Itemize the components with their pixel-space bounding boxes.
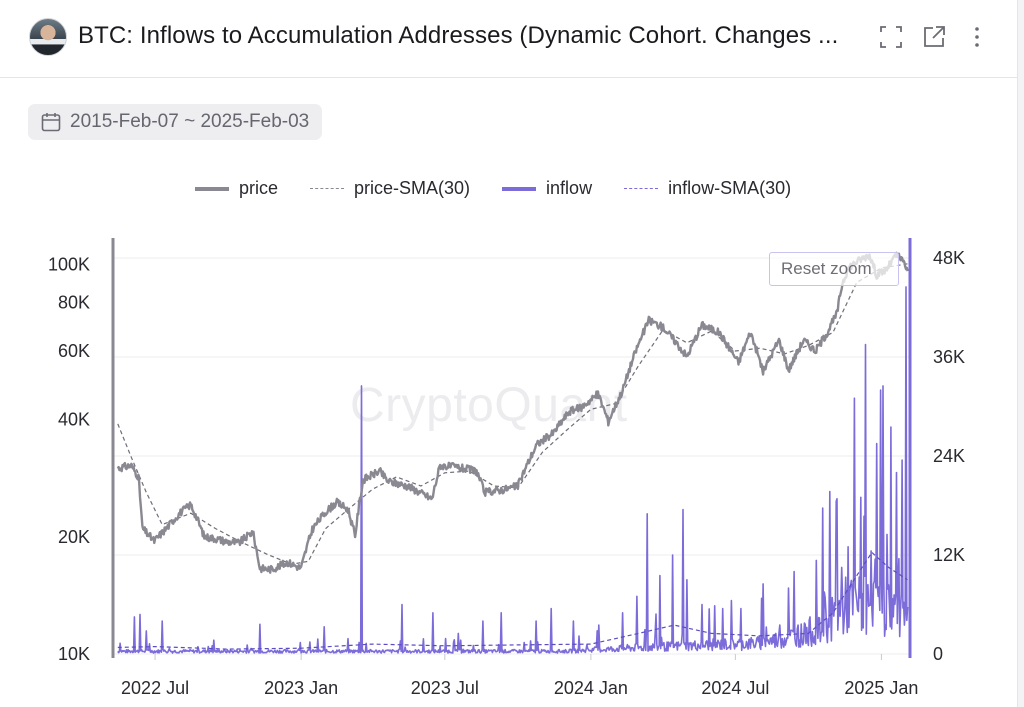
chart-canvas[interactable]: 10K 20K 40K 60K 80K 100K 0 12K 24K 36K 48K 2022 Jul…: [0, 230, 1000, 700]
date-range-label: 2015-Feb-07 ~ 2025-Feb-03: [70, 111, 310, 132]
y-right-tick-label: 24K: [933, 446, 965, 466]
fullscreen-icon[interactable]: [878, 24, 904, 50]
y-right-tick-label: 36K: [933, 347, 965, 367]
inflow-line: [117, 286, 909, 654]
y-right-tick-label: 12K: [933, 545, 965, 565]
x-tick-label: 2023 Jul: [411, 678, 479, 698]
legend-item-price-sma[interactable]: price-SMA(30): [310, 178, 470, 199]
chart-header: BTC: Inflows to Accumulation Addresses (…: [0, 0, 1018, 78]
legend-item-inflow-sma[interactable]: inflow-SMA(30): [624, 178, 791, 199]
x-tick-label: 2024 Jan: [554, 678, 628, 698]
y-right-tick-label: 0: [933, 644, 943, 664]
inflow-sma-line: [117, 551, 908, 650]
chart-title: BTC: Inflows to Accumulation Addresses (…: [78, 22, 839, 49]
calendar-icon: [40, 111, 62, 133]
x-tick-label: 2024 Jul: [701, 678, 769, 698]
more-vertical-icon[interactable]: [964, 24, 990, 50]
y-left-tick-label: 10K: [58, 644, 90, 664]
avatar[interactable]: [29, 18, 67, 56]
chart-legend: price price-SMA(30) inflow inflow-SMA(30…: [195, 178, 823, 199]
y-left-tick-label: 100K: [48, 255, 90, 275]
legend-item-inflow[interactable]: inflow: [502, 178, 592, 199]
y-left-tick-label: 40K: [58, 410, 90, 430]
price-line: [116, 251, 909, 574]
reset-zoom-button[interactable]: Reset zoom: [769, 252, 899, 286]
x-tick-label: 2023 Jan: [264, 678, 338, 698]
y-left-tick-label: 60K: [58, 341, 90, 361]
y-right-tick-label: 48K: [933, 248, 965, 268]
x-tick-label: 2022 Jul: [121, 678, 189, 698]
price-sma-line: [117, 263, 908, 565]
scrollbar-track[interactable]: [1017, 0, 1024, 707]
legend-item-price[interactable]: price: [195, 178, 278, 199]
y-left-tick-label: 80K: [58, 292, 90, 312]
x-tick-label: 2025 Jan: [844, 678, 918, 698]
external-link-icon[interactable]: [921, 24, 947, 50]
y-left-tick-label: 20K: [58, 527, 90, 547]
date-range-picker[interactable]: 2015-Feb-07 ~ 2025-Feb-03: [28, 104, 323, 140]
